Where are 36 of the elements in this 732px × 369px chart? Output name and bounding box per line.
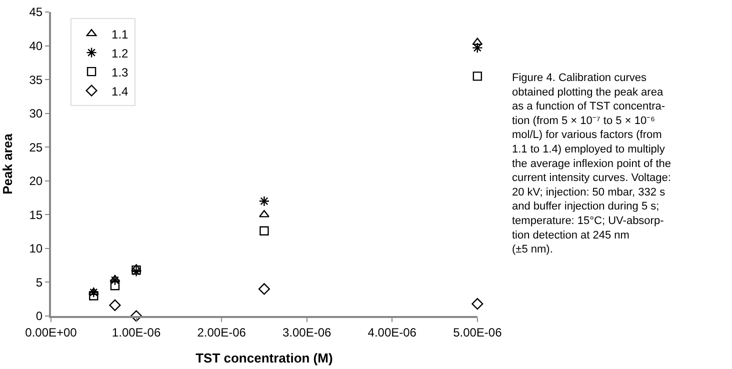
point: [110, 281, 120, 290]
y-axis-title: Peak area: [0, 132, 15, 194]
y-tick-label: 40: [29, 38, 43, 53]
y-tick-label: 5: [36, 275, 43, 290]
y-tick-label: 30: [29, 106, 43, 121]
y-tick-label: 25: [29, 140, 43, 154]
legend-label: 1.3: [112, 65, 129, 80]
point: [89, 291, 98, 300]
x-tick-label: 1.00E-06: [112, 325, 161, 340]
x-tick-label: 3.00E-06: [282, 325, 332, 340]
point: [110, 274, 120, 282]
x-tick-label: 5.00E-06: [453, 325, 502, 340]
x-tick-label: 4.00E-06: [368, 325, 417, 340]
point: [88, 286, 100, 298]
y-tick-label: 20: [29, 174, 43, 188]
point: [472, 72, 482, 81]
point: [258, 196, 270, 207]
legend-label: 1.1: [112, 27, 129, 42]
point: [130, 310, 142, 322]
point: [110, 274, 120, 286]
x-tick-label: 0.00E+00: [25, 325, 78, 340]
x-tick-label: 2.00E-06: [197, 325, 246, 340]
y-tick-label: 0: [36, 309, 43, 324]
point: [258, 283, 270, 295]
point: [472, 298, 484, 310]
point: [472, 42, 483, 54]
y-tick-label: 35: [29, 72, 43, 87]
legend-label: 1.2: [112, 46, 129, 60]
legend-label: 1.4: [112, 84, 129, 98]
text: Figure 4. Calibration curves obtained plotting the peak area as a function of TST concentra- tion (from 5 × 10⁻⁷ to 5 × 10⁻⁶ mol/L) for various factors (from 1.1 to 1.4) employed to multiply the average inflexion point of the current intensity curves. Voltage: 20 kV; injection: 50 mbar, 332 s and buffer injection during 5 s; temperature: 15°C; UV-absorp- tion detection at 245 nm (±5 nm).: [512, 72, 672, 256]
y-tick-label: 10: [29, 242, 43, 256]
point: [260, 226, 269, 236]
point: [109, 299, 121, 311]
y-tick-label: 45: [29, 5, 43, 20]
y-tick-label: 15: [29, 208, 43, 222]
x-axis-title: TST concentration (M): [196, 350, 333, 366]
